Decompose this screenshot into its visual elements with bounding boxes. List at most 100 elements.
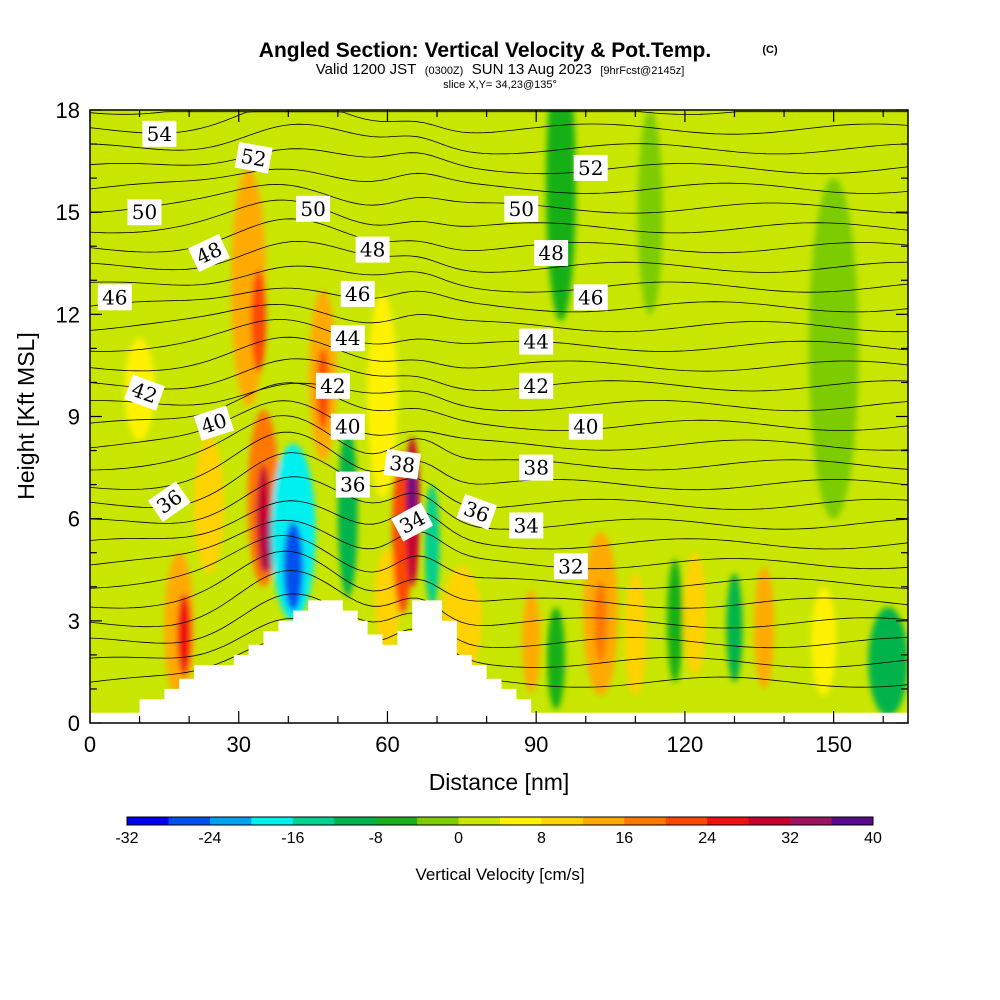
velocity-cell-14 (375, 549, 400, 652)
isentrope-line-18 (90, 303, 908, 333)
svg-text:36: 36 (340, 473, 365, 497)
contour-label-0: 54 (142, 120, 177, 147)
isentrope-line-10 (90, 431, 908, 491)
colorbar-tick-4: 0 (454, 830, 463, 847)
isentrope-line-17 (90, 319, 908, 352)
isentrope-line-26 (90, 148, 908, 175)
svg-text:34: 34 (514, 514, 539, 538)
slice-info: slice X,Y= 34,23@135° (443, 79, 557, 91)
svg-text:40: 40 (573, 415, 598, 439)
y-axis-label: Height [Kft MSL] (13, 332, 39, 499)
isentrope-line-19 (90, 287, 908, 313)
colorbar-swatch-5 (334, 817, 377, 825)
contour-label-27: 32 (553, 553, 588, 580)
svg-text:52: 52 (578, 156, 603, 180)
svg-text:38: 38 (388, 451, 417, 478)
colorbar-swatch-13 (665, 817, 708, 825)
contour-label-12: 44 (330, 325, 365, 352)
isentrope-line-8 (90, 476, 908, 530)
contour-label-17: 40 (193, 405, 235, 441)
velocity-cell-18 (424, 484, 440, 608)
contour-label-4: 50 (296, 195, 331, 222)
chart-title-mark: (C) (762, 44, 778, 56)
contour-label-5: 50 (504, 195, 539, 222)
velocity-cell-12 (337, 426, 358, 597)
colorbar-swatch-17 (831, 817, 874, 825)
svg-text:42: 42 (523, 374, 548, 398)
contour-label-23: 36 (335, 471, 370, 498)
velocity-cell-24 (624, 573, 647, 696)
contour-label-11: 46 (573, 284, 608, 311)
isentrope-line-15 (90, 358, 908, 392)
colorbar-swatch-7 (417, 817, 460, 825)
contour-label-26: 34 (509, 512, 544, 539)
isentrope-line-27 (90, 123, 908, 155)
colorbar-swatch-9 (500, 817, 542, 825)
terrain-mask (90, 600, 908, 723)
velocity-cell-4 (251, 270, 266, 373)
y-tick-label-4: 12 (56, 302, 80, 327)
colorbar-tick-0: -32 (115, 830, 138, 847)
y-tick-label-2: 6 (68, 507, 80, 532)
x-tick-label-2: 60 (375, 732, 399, 757)
svg-text:40: 40 (335, 415, 360, 439)
isentrope-line-29 (90, 111, 908, 115)
colorbar-swatch-6 (375, 817, 418, 825)
colorbar-tick-8: 32 (781, 830, 799, 847)
isentrope-line-11 (90, 415, 908, 471)
y-tick-label-0: 0 (68, 711, 80, 736)
velocity-cell-23 (594, 579, 608, 662)
contour-label-1: 52 (234, 141, 273, 174)
x-tick-label-3: 90 (524, 732, 548, 757)
svg-text:48: 48 (538, 241, 563, 265)
contour-label-13: 44 (519, 328, 554, 355)
isentrope-lines (90, 111, 908, 688)
isentrope-line-1 (90, 617, 908, 668)
velocity-cell-2 (194, 436, 224, 574)
svg-text:54: 54 (147, 122, 172, 146)
colorbar-swatch-14 (707, 817, 750, 825)
contour-label-18: 40 (330, 413, 365, 440)
isentrope-line-21 (90, 240, 908, 273)
isentrope-line-6 (90, 519, 908, 570)
svg-text:46: 46 (578, 285, 603, 309)
contour-label-2: 52 (573, 154, 608, 181)
colorbar-tick-9: 40 (864, 830, 882, 847)
contour-label-7: 48 (355, 236, 390, 263)
velocity-cell-32 (546, 110, 576, 322)
x-tick-label-4: 120 (667, 732, 704, 757)
contour-label-20: 38 (383, 448, 421, 480)
colorbar-swatch-11 (582, 817, 625, 825)
contour-label-8: 48 (534, 240, 569, 266)
colorbar-tick-2: -16 (281, 830, 304, 847)
x-axis-label: Distance [nm] (429, 769, 570, 795)
isentrope-line-13 (90, 382, 908, 431)
contour-label-3: 50 (127, 199, 162, 226)
svg-text:32: 32 (558, 554, 583, 578)
y-tick-label-1: 3 (68, 609, 80, 634)
colorbar (126, 816, 874, 826)
x-axis: 0 30 60 90 120 150 (84, 110, 884, 757)
colorbar-swatch-16 (790, 817, 833, 825)
isentrope-line-24 (90, 183, 908, 214)
svg-text:44: 44 (523, 330, 548, 354)
y-tick-label-5: 15 (56, 200, 80, 225)
colorbar-tick-7: 24 (698, 830, 716, 847)
velocity-cell-30 (868, 607, 908, 717)
y-tick-label-3: 9 (68, 405, 80, 430)
colorbar-swatch-3 (251, 817, 294, 825)
velocity-cell-29 (811, 586, 837, 696)
velocity-cell-13 (367, 293, 398, 499)
x-tick-label-1: 30 (226, 732, 250, 757)
colorbar-swatch-2 (209, 817, 252, 825)
x-tick-label-5: 150 (815, 732, 852, 757)
isentrope-line-9 (90, 452, 908, 510)
isentrope-line-23 (90, 199, 908, 234)
contour-label-10: 46 (340, 280, 375, 307)
velocity-cell-34 (808, 178, 859, 519)
colorbar-tick-3: -8 (369, 830, 383, 847)
velocity-field (124, 110, 908, 717)
contour-label-9: 46 (97, 284, 132, 311)
